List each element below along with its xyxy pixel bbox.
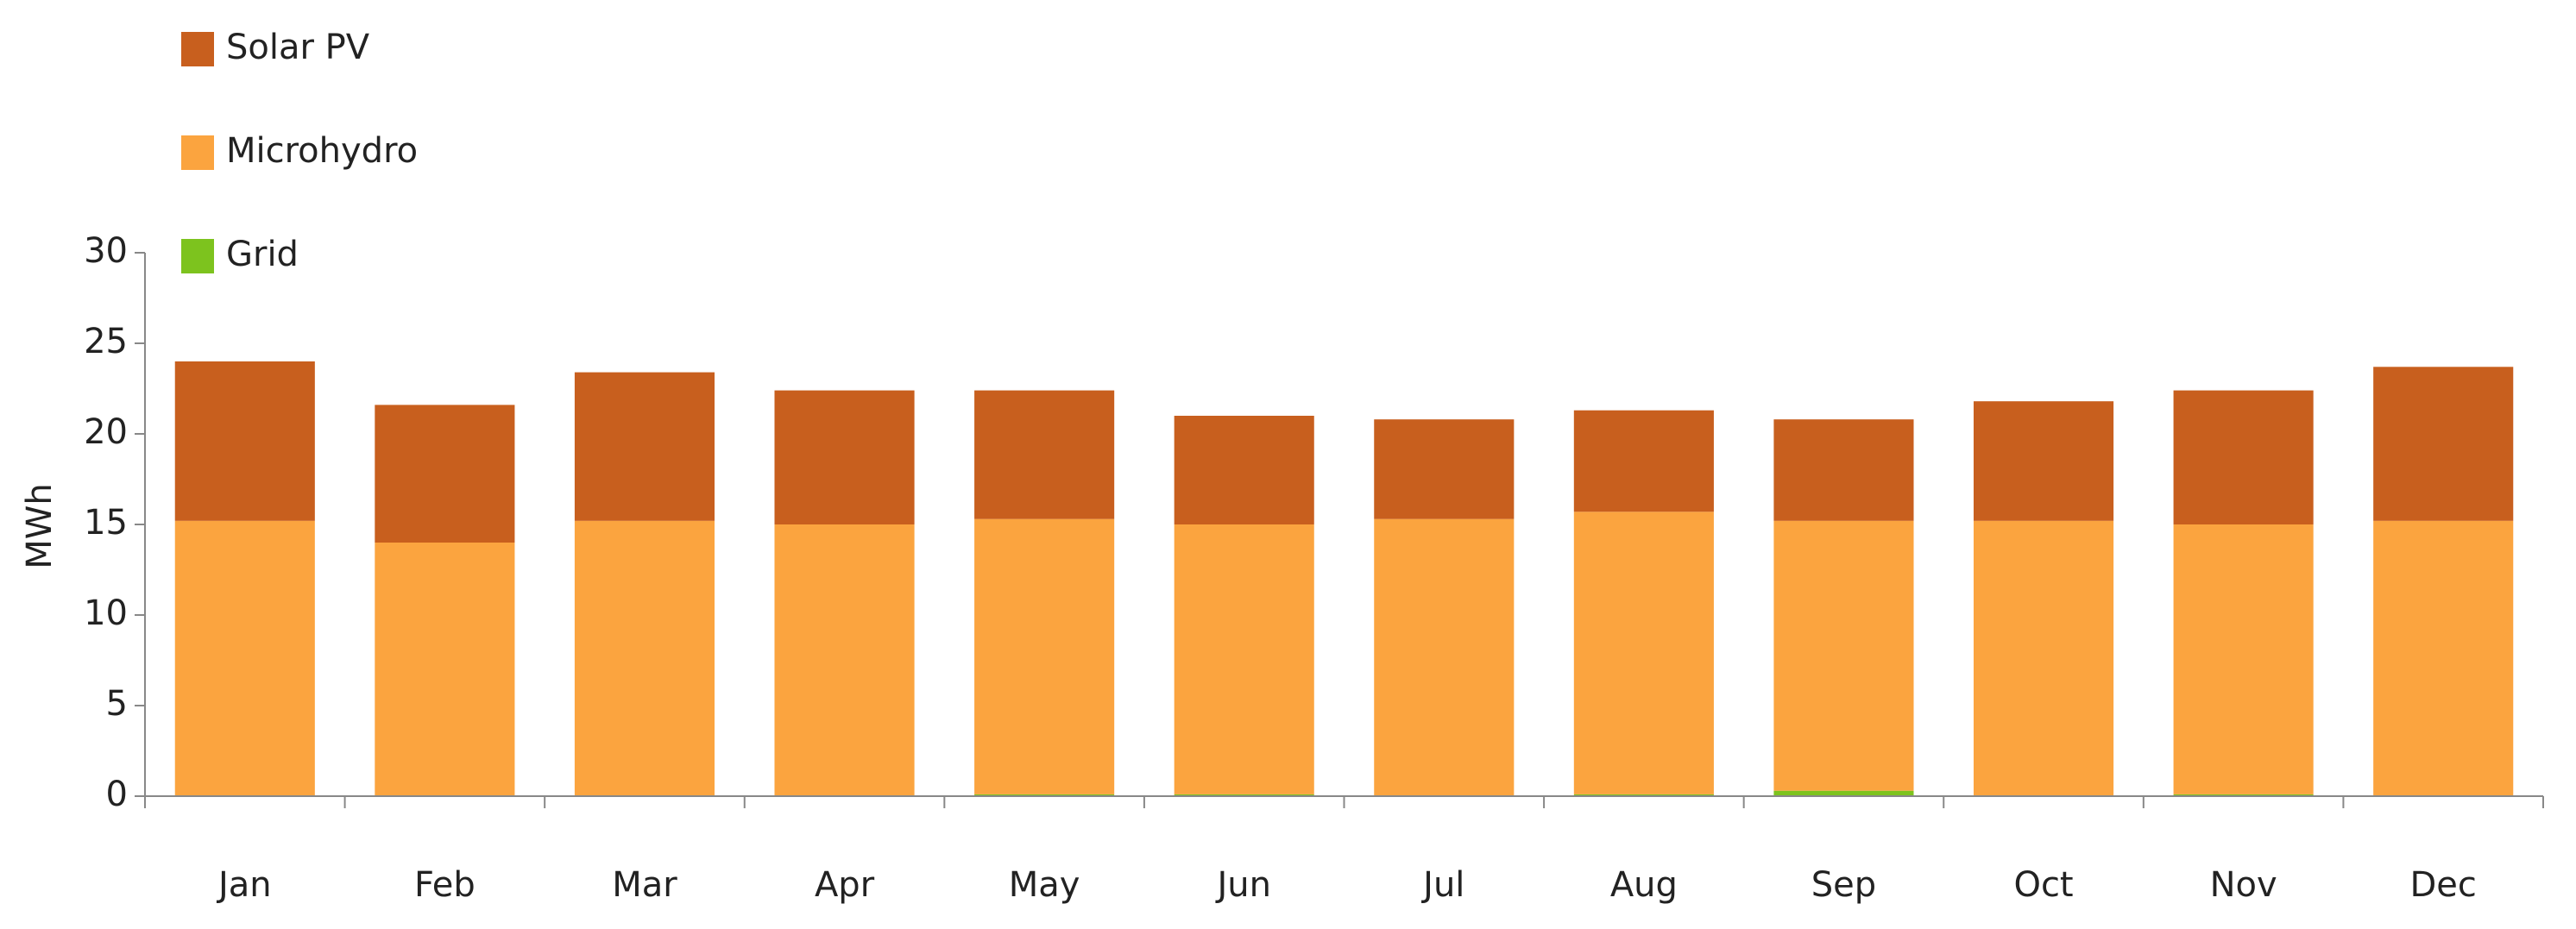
x-tick-label: Jun [1214, 865, 1271, 905]
y-tick-label: 15 [84, 503, 128, 543]
bar-segment [1174, 794, 1314, 796]
legend-swatch [181, 135, 214, 170]
x-tick-label: Jan [216, 865, 272, 905]
y-tick-label: 5 [106, 684, 128, 724]
legend-label: Grid [226, 235, 299, 274]
bar-segment [1773, 520, 1914, 791]
bar-segment [1573, 512, 1714, 794]
x-tick-label: Nov [2210, 865, 2277, 905]
bar-segment [974, 390, 1115, 519]
bar-segment [774, 524, 915, 796]
y-tick-label: 10 [84, 593, 128, 633]
x-tick-label: Aug [1610, 865, 1678, 905]
bar-segment [2173, 524, 2314, 794]
bar-segment [774, 390, 915, 524]
bar-segment [1573, 410, 1714, 512]
x-tick-label: Oct [2013, 865, 2073, 905]
x-tick-label: Jul [1420, 865, 1464, 905]
bar-segment [1374, 419, 1515, 519]
bar-segment [1773, 790, 1914, 796]
bar-segment [1174, 416, 1314, 524]
bar-segment [1773, 419, 1914, 521]
bar-segment [375, 543, 515, 796]
bar-segment [2173, 390, 2314, 524]
bar-segment [1973, 401, 2114, 521]
bar-segment [974, 518, 1115, 794]
bar-segment [174, 361, 315, 521]
x-tick-label: Apr [815, 865, 875, 905]
y-axis-label: MWh [20, 483, 60, 568]
x-tick-label: Feb [414, 865, 476, 905]
x-tick-label: Sep [1811, 865, 1876, 905]
bar-segment [974, 794, 1115, 796]
y-tick-label: 30 [84, 231, 128, 271]
bar-segment [2373, 520, 2514, 796]
bar-segment [174, 520, 315, 796]
bar-segment [2373, 367, 2514, 521]
bar-segment [574, 372, 715, 521]
x-tick-label: Dec [2410, 865, 2477, 905]
y-tick-label: 0 [106, 775, 128, 814]
bar-segment [1573, 794, 1714, 796]
x-tick-label: May [1009, 865, 1080, 905]
y-tick-label: 25 [84, 322, 128, 361]
legend-swatch [181, 32, 214, 66]
bar-segment [1973, 520, 2114, 796]
legend-label: Solar PV [226, 28, 370, 67]
bar-segment [1374, 518, 1515, 796]
bar-segment [574, 520, 715, 796]
legend-swatch [181, 239, 214, 273]
bar-segment [1174, 524, 1314, 794]
y-tick-label: 20 [84, 412, 128, 452]
legend-label: Microhydro [226, 131, 418, 171]
x-tick-label: Mar [612, 865, 677, 905]
bar-segment [375, 405, 515, 543]
bar-segment [2173, 794, 2314, 796]
